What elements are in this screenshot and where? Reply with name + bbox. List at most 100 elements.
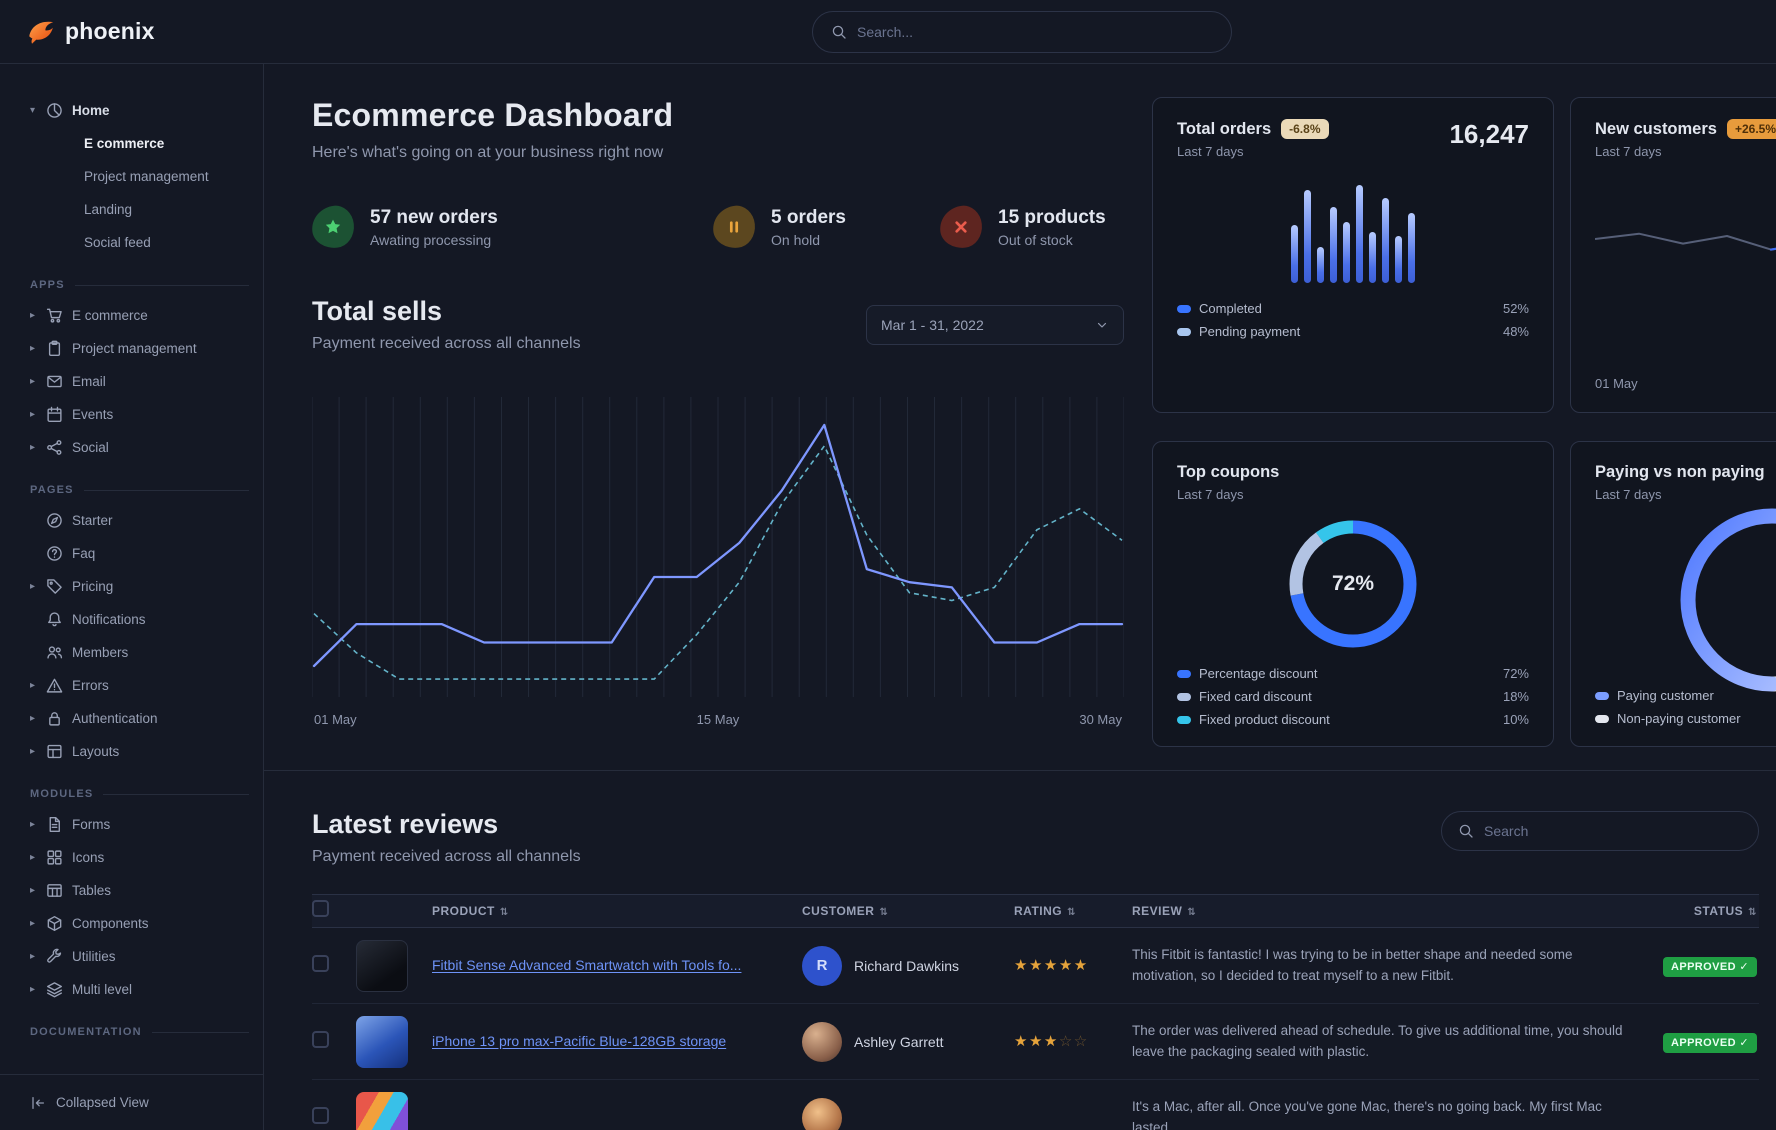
column-header-customer[interactable]: CUSTOMER ⇅ <box>802 904 889 918</box>
sidebar-item-authentication[interactable]: ▸ Authentication <box>0 702 263 735</box>
search-icon <box>1458 823 1474 839</box>
x-tick: 30 May <box>1079 712 1122 727</box>
phoenix-logo-icon <box>26 17 56 47</box>
xmark-icon <box>937 203 985 251</box>
row-checkbox[interactable] <box>312 954 329 972</box>
review-text: The order was delivered ahead of schedul… <box>1132 1023 1623 1059</box>
product-link[interactable]: iPhone 13 pro max-Pacific Blue-128GB sto… <box>432 1032 727 1049</box>
share-icon <box>46 439 63 456</box>
bell-icon <box>46 611 63 628</box>
sort-icon: ⇅ <box>1067 907 1076 918</box>
caret-right-icon: ▸ <box>30 581 36 592</box>
calendar-icon <box>46 406 63 423</box>
legend-swatch <box>1177 715 1191 724</box>
sidebar-item-label: Icons <box>72 850 105 865</box>
date-range-select[interactable]: Mar 1 - 31, 2022 <box>866 304 1124 345</box>
legend-label: Non-paying customer <box>1617 711 1741 726</box>
sidebar-item-layouts[interactable]: ▸ Layouts <box>0 735 263 768</box>
latest-reviews-section: Latest reviews Payment received across a… <box>264 771 1776 1130</box>
legend-swatch <box>1177 669 1191 678</box>
bar <box>1304 189 1311 283</box>
column-header-review[interactable]: REVIEW ⇅ <box>1132 904 1197 918</box>
customer-name: Richard Dawkins <box>854 957 960 974</box>
sidebar-item-events[interactable]: ▸ Events <box>0 398 263 431</box>
collapse-sidebar-button[interactable]: Collapsed View <box>0 1074 263 1130</box>
bar <box>1291 224 1298 283</box>
new-customers-card: New customers +26.5% Last 7 days 01 May <box>1570 97 1776 413</box>
sidebar-item-notifications[interactable]: Notifications <box>0 603 263 636</box>
sidebar-item-multi-level[interactable]: ▸ Multi level <box>0 973 263 1006</box>
legend-item-fixed-product-discount: Fixed product discount 10% <box>1177 708 1529 731</box>
sidebar-section-label-pages: PAGES <box>30 484 249 496</box>
sidebar-item-project-management[interactable]: ▸ Project management <box>0 332 263 365</box>
x-axis-labels: 01 May 15 May 30 May <box>312 712 1124 727</box>
sort-icon: ⇅ <box>499 907 509 918</box>
row-checkbox[interactable] <box>312 1106 329 1124</box>
sidebar-item-pricing[interactable]: ▸ Pricing <box>0 570 263 603</box>
users-icon <box>46 644 63 661</box>
reviews-search-input[interactable] <box>1484 823 1742 839</box>
new-customers-chart <box>1594 189 1776 290</box>
reviews-search <box>1441 811 1759 851</box>
compass-icon <box>46 512 63 529</box>
sidebar-item-e-commerce[interactable]: ▸ E commerce <box>0 299 263 332</box>
legend-label: Fixed product discount <box>1199 712 1330 727</box>
legend-value: 18% <box>1502 689 1529 704</box>
sidebar-item-forms[interactable]: ▸ Forms <box>0 808 263 841</box>
caret-right-icon: ▸ <box>30 343 36 354</box>
total-sells-chart <box>311 393 1125 706</box>
sidebar-item-social[interactable]: ▸ Social <box>0 431 263 464</box>
sidebar-item-label: Members <box>72 645 129 660</box>
stat-subtitle: Awating processing <box>370 231 492 248</box>
sidebar-item-starter[interactable]: Starter <box>0 504 263 537</box>
sort-icon: ⇅ <box>1187 907 1197 918</box>
sort-icon: ⇅ <box>879 907 889 918</box>
lock-icon <box>46 710 63 727</box>
section-divider-line <box>83 489 249 491</box>
legend-label: Completed <box>1199 301 1262 316</box>
sidebar-item-label: Social feed <box>84 235 151 250</box>
sidebar-item-tables[interactable]: ▸ Tables <box>0 874 263 907</box>
orders-bar-chart <box>1288 177 1418 283</box>
brand-logo[interactable]: phoenix <box>26 17 155 47</box>
sidebar-item-e-commerce[interactable]: E commerce <box>0 127 263 160</box>
sidebar-item-icons[interactable]: ▸ Icons <box>0 841 263 874</box>
sidebar-item-email[interactable]: ▸ Email <box>0 365 263 398</box>
legend-item-non-paying-customer: Non-paying customer <box>1595 707 1741 730</box>
total-sells-title: Total sells <box>312 296 443 326</box>
select-all-checkbox[interactable] <box>312 900 329 917</box>
table-row: iPhone 13 pro max-Pacific Blue-128GB sto… <box>312 1004 1759 1080</box>
column-header-status[interactable]: STATUS ⇅ <box>1693 904 1757 918</box>
sidebar-item-members[interactable]: Members <box>0 636 263 669</box>
caret-right-icon: ▸ <box>30 819 36 830</box>
row-checkbox[interactable] <box>312 1030 329 1048</box>
sidebar-item-label: Home <box>72 103 110 118</box>
global-search-input[interactable] <box>857 24 1213 40</box>
sidebar-item-faq[interactable]: Faq <box>0 537 263 570</box>
sidebar-item-social-feed[interactable]: Social feed <box>0 226 263 259</box>
brand-name: phoenix <box>65 18 155 44</box>
column-header-rating[interactable]: RATING ⇅ <box>1014 904 1076 918</box>
sidebar-item-project-management[interactable]: Project management <box>0 160 263 193</box>
sidebar-item-errors[interactable]: ▸ Errors <box>0 669 263 702</box>
paying-donut-chart <box>1664 492 1776 708</box>
column-header-product[interactable]: PRODUCT ⇅ <box>432 904 509 918</box>
coupons-donut-chart: 72% <box>1283 514 1423 654</box>
sidebar-item-label: Social <box>72 440 109 455</box>
sidebar-item-landing[interactable]: Landing <box>0 193 263 226</box>
sidebar-item-label: E commerce <box>72 308 148 323</box>
product-link[interactable]: Fitbit Sense Advanced Smartwatch with To… <box>432 956 742 973</box>
caret-right-icon: ▸ <box>30 310 36 321</box>
legend-swatch <box>1595 691 1609 700</box>
rating-stars: ★★★★★ <box>1014 956 1132 975</box>
legend-value: 10% <box>1502 712 1529 727</box>
legend-swatch <box>1177 304 1191 313</box>
sidebar-item-components[interactable]: ▸ Components <box>0 907 263 940</box>
star-filled-icons: ★★★★★ <box>1014 957 1089 974</box>
table-icon <box>46 882 63 899</box>
card-period: Last 7 days <box>1595 487 1662 502</box>
paying-legend: Paying customer Non-paying customer <box>1595 684 1741 730</box>
sidebar-item-utilities[interactable]: ▸ Utilities <box>0 940 263 973</box>
collapse-label: Collapsed View <box>56 1095 149 1110</box>
sidebar-item-home[interactable]: ▾ Home <box>0 94 263 127</box>
